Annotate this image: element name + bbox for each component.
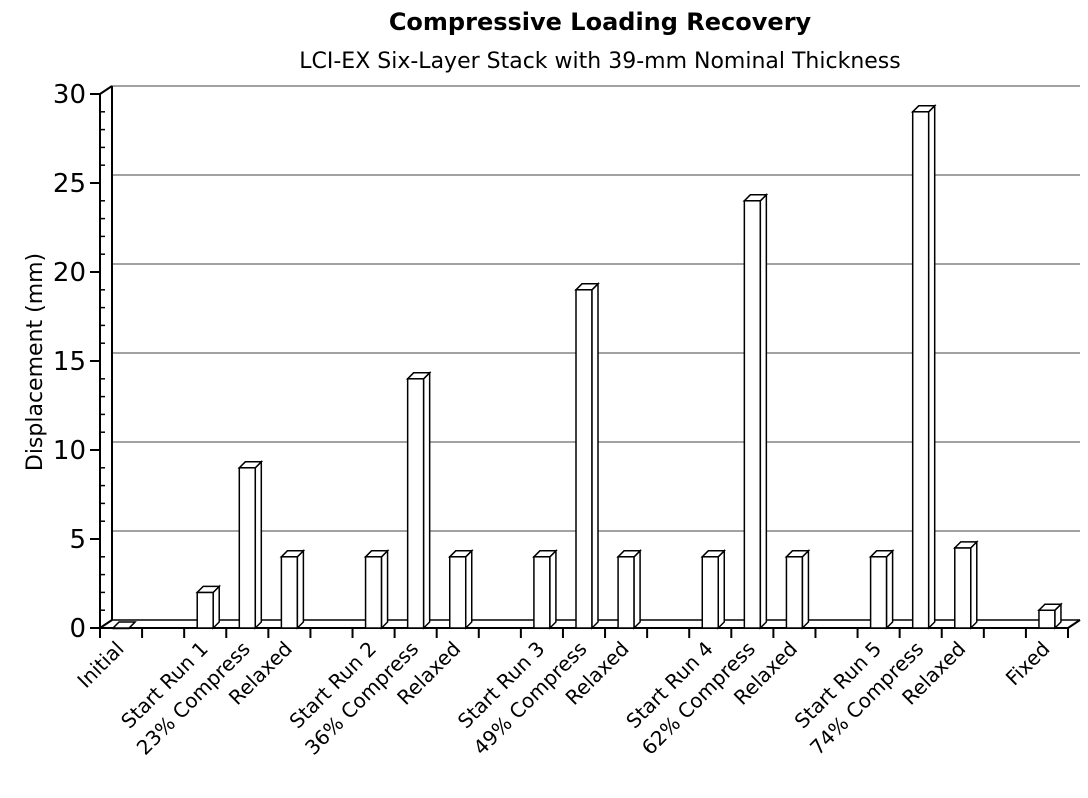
bar-front bbox=[617, 556, 635, 629]
bar-front bbox=[280, 556, 299, 629]
bar-top bbox=[363, 550, 390, 558]
bar-front bbox=[448, 556, 467, 629]
bar-top bbox=[532, 550, 558, 558]
bar-top bbox=[447, 550, 474, 558]
bar-side bbox=[717, 548, 726, 630]
bar-side bbox=[254, 459, 263, 630]
bar-top bbox=[574, 283, 600, 291]
x-axis-depth-right bbox=[1067, 619, 1081, 629]
bar bbox=[237, 459, 264, 630]
y-tick-label: 0 bbox=[69, 614, 86, 644]
bar bbox=[616, 548, 642, 630]
bar-side bbox=[591, 281, 599, 630]
bar-top bbox=[616, 550, 642, 558]
bar-side bbox=[380, 548, 389, 630]
bar bbox=[195, 584, 222, 630]
bar-front bbox=[238, 467, 257, 629]
y-tick-label: 25 bbox=[53, 169, 86, 199]
bar-side bbox=[759, 192, 768, 630]
bar-side bbox=[296, 548, 305, 630]
bar bbox=[447, 548, 474, 630]
y-tick-label: 10 bbox=[53, 436, 86, 466]
y-axis-label: Displacement (mm) bbox=[23, 253, 48, 471]
bar-top bbox=[195, 585, 222, 594]
bar-front bbox=[1038, 609, 1056, 629]
bars bbox=[111, 103, 1063, 630]
y-tick-label: 20 bbox=[53, 258, 86, 288]
bar-side bbox=[422, 370, 431, 630]
axes bbox=[90, 85, 1081, 638]
bar-side bbox=[970, 540, 978, 630]
bar-side bbox=[464, 548, 473, 630]
bar bbox=[363, 548, 390, 630]
bar bbox=[952, 540, 979, 630]
y-tick-label: 15 bbox=[53, 347, 86, 377]
bar-top bbox=[405, 372, 432, 380]
bar bbox=[111, 621, 137, 630]
bar-top bbox=[111, 621, 137, 629]
bar bbox=[405, 370, 432, 630]
y-axis-depth bbox=[99, 85, 113, 95]
bar-side bbox=[633, 548, 641, 630]
bar-side bbox=[885, 548, 894, 630]
bar-front bbox=[869, 556, 888, 629]
bar-top bbox=[1037, 603, 1063, 611]
bar-front bbox=[701, 556, 720, 629]
bar bbox=[868, 548, 895, 630]
chart-title: Compressive Loading Recovery bbox=[389, 8, 812, 36]
bar-front bbox=[954, 547, 972, 629]
bar bbox=[784, 548, 811, 630]
bar bbox=[742, 192, 769, 630]
bar-front bbox=[911, 111, 930, 629]
bar-front bbox=[364, 556, 383, 629]
x-tick-label: Initial bbox=[72, 637, 128, 693]
y-tick-label: 5 bbox=[69, 525, 86, 555]
bar-front bbox=[406, 378, 425, 629]
y-tick-labels: 0 5 10 15 20 25 30 bbox=[53, 80, 86, 644]
bar-front bbox=[533, 556, 551, 629]
bar-front bbox=[575, 289, 593, 629]
bar-top bbox=[868, 550, 895, 558]
bar bbox=[910, 103, 937, 630]
bar-top bbox=[237, 461, 264, 469]
bar-top bbox=[742, 194, 769, 202]
bar-top bbox=[784, 550, 811, 558]
bar bbox=[1037, 602, 1063, 630]
bar-top bbox=[910, 105, 937, 113]
bar-top bbox=[952, 541, 979, 549]
chart-subtitle: LCI-EX Six-Layer Stack with 39-mm Nomina… bbox=[299, 49, 900, 74]
bar-side bbox=[549, 548, 557, 630]
bar-side bbox=[212, 584, 220, 630]
y-tick-label: 30 bbox=[53, 80, 86, 110]
bar bbox=[279, 548, 306, 630]
bar bbox=[532, 548, 558, 630]
bar-front bbox=[743, 200, 762, 629]
x-tick-label: Fixed bbox=[1001, 637, 1055, 691]
x-axis-depth-left bbox=[99, 619, 113, 629]
bar-front bbox=[785, 556, 804, 629]
bar-front bbox=[196, 591, 214, 629]
bar-top bbox=[279, 550, 306, 558]
bar bbox=[700, 548, 727, 630]
bar-side bbox=[927, 103, 936, 630]
bar bbox=[574, 281, 600, 630]
bar-side bbox=[801, 548, 810, 630]
bar-top bbox=[700, 550, 727, 558]
